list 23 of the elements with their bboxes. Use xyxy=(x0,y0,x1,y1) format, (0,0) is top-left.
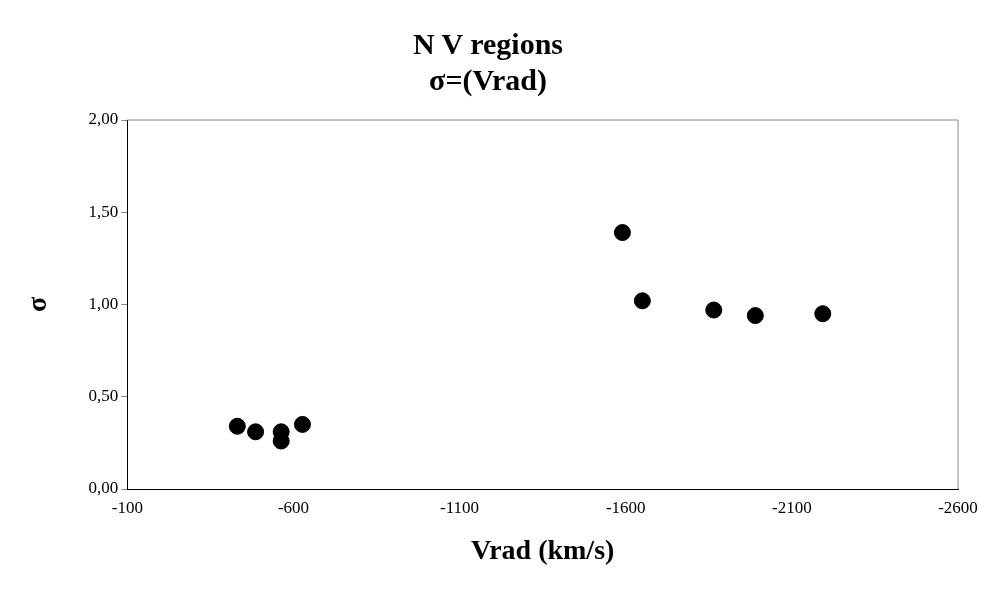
x-tick-label: -600 xyxy=(277,497,310,517)
y-tick-label: 0,50 xyxy=(88,386,119,406)
point xyxy=(633,292,651,310)
y-tick-label: 1,00 xyxy=(88,293,119,313)
x-tick-label: -1600 xyxy=(605,497,646,517)
point xyxy=(293,415,311,433)
y-tick-label: 0,00 xyxy=(88,478,119,498)
point xyxy=(814,305,832,323)
x-tick-label: -1100 xyxy=(440,497,480,517)
x-tick-label: -100 xyxy=(111,497,143,517)
chart-subtitle: σ=(Vrad) xyxy=(429,62,547,97)
point xyxy=(746,307,764,325)
x-tick-label: -2100 xyxy=(772,497,812,517)
y-tick-label: 2,00 xyxy=(88,109,119,129)
y-tick-label: 1,50 xyxy=(88,201,119,221)
y-axis-title: σ xyxy=(21,296,53,313)
point xyxy=(228,417,246,435)
x-axis-title: Vrad (km/s) xyxy=(470,534,615,566)
x-tick-label: -2600 xyxy=(938,497,978,517)
point xyxy=(247,423,265,441)
point xyxy=(613,224,631,242)
point xyxy=(705,301,723,319)
chart-title: N V regions xyxy=(412,26,564,60)
